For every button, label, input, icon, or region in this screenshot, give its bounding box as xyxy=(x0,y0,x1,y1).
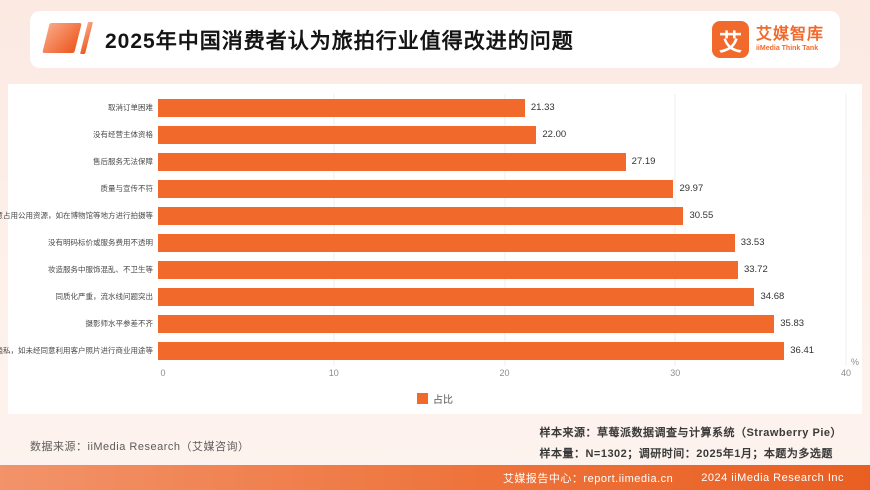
bar-value: 33.53 xyxy=(740,237,765,248)
bar-row: 泄露客户隐私，如未经同意利用客户照片进行商业用途等 36.41 xyxy=(0,337,862,364)
bar-track: 29.97 xyxy=(158,179,846,198)
slash-big-shape xyxy=(42,22,82,53)
bar-row: 同质化严重，流水线问题突出 34.68 xyxy=(8,283,862,310)
x-axis: % 0 10 20 30 40 xyxy=(160,357,859,382)
bar xyxy=(158,287,755,306)
brand-name: 艾媒智库 xyxy=(755,26,824,44)
x-tick: 40 xyxy=(840,368,852,378)
bar-chart: 取消订单困难 21.33 没有经营主体资格 22.00 售后服务无法保障 27.19 质量与… xyxy=(0,84,862,414)
bar-track: 21.33 xyxy=(158,98,846,117)
brand-subtitle: iiMedia Think Tank xyxy=(755,44,819,52)
gridline xyxy=(674,94,676,366)
bar xyxy=(158,260,738,279)
brand-logo-text: 艾媒智库 iiMedia Think Tank xyxy=(756,26,824,52)
page-title: 2025年中国消费者认为旅拍行业值得改进的问题 xyxy=(105,29,574,53)
bar-row: 取消订单困难 21.33 xyxy=(8,94,862,121)
bar-track: 35.83 xyxy=(158,314,846,333)
bar xyxy=(158,98,525,117)
bar-track: 33.53 xyxy=(158,233,846,252)
bar-label: 摄影师水平参差不齐 xyxy=(85,319,154,328)
chart-legend: 占比 xyxy=(8,391,862,406)
bar xyxy=(158,179,674,198)
bar-label: 随意占用公用资源，如在博物馆等地方进行拍摄等 xyxy=(0,211,153,220)
bar-row: 没有明码标价或服务费用不透明 33.53 xyxy=(8,229,862,256)
bar-value: 30.55 xyxy=(689,210,714,221)
bar-value: 22.00 xyxy=(542,129,567,140)
bar-value: 35.83 xyxy=(780,318,805,329)
bar xyxy=(158,152,626,171)
bar-track: 33.72 xyxy=(158,260,846,279)
brand-logo-icon: 艾 xyxy=(711,21,749,58)
gridlines xyxy=(163,94,847,366)
brand-logo: 艾 艾媒智库 iiMedia Think Tank xyxy=(711,21,824,58)
footer-copyright: 2024 iiMedia Research Inc xyxy=(701,471,844,484)
gridline xyxy=(504,94,505,366)
bar-row: 没有经营主体资格 22.00 xyxy=(8,121,862,148)
x-tick: 10 xyxy=(328,368,339,378)
data-source-note: 数据来源：iiMedia Research（艾媒咨询） xyxy=(30,441,250,453)
bar-rows: 取消订单困难 21.33 没有经营主体资格 22.00 售后服务无法保障 27.19 质量与… xyxy=(0,84,862,364)
bar-track: 27.19 xyxy=(158,152,846,171)
sample-source-note: 样本来源：草莓派数据调查与计算系统（Strawberry Pie） xyxy=(539,427,842,439)
bar-label: 质量与宣传不符 xyxy=(100,184,154,193)
bar-track: 30.55 xyxy=(158,206,846,225)
legend-swatch xyxy=(417,393,428,404)
gridline xyxy=(333,94,335,366)
gridline xyxy=(845,94,847,366)
footer-bar: 艾媒报告中心：report.iimedia.cn 2024 iiMedia Re… xyxy=(0,465,870,490)
bar-row: 随意占用公用资源，如在博物馆等地方进行拍摄等 30.55 xyxy=(0,202,862,229)
x-tick: 0 xyxy=(160,368,166,378)
title-slash-icon xyxy=(42,21,93,54)
bar-label: 没有明码标价或服务费用不透明 xyxy=(48,238,153,247)
bar xyxy=(158,341,785,360)
bar-label: 妆造服务中服饰混乱、不卫生等 xyxy=(48,265,153,274)
bar-value: 33.72 xyxy=(743,264,768,275)
bar-label: 没有经营主体资格 xyxy=(93,130,153,139)
bar-row: 售后服务无法保障 27.19 xyxy=(8,148,862,175)
bar-label: 售后服务无法保障 xyxy=(93,157,153,166)
x-axis-unit: % xyxy=(851,357,860,367)
bar xyxy=(158,233,735,252)
bar-row: 质量与宣传不符 29.97 xyxy=(8,175,862,202)
bar-track: 36.41 xyxy=(158,341,846,360)
footer-report-center: 艾媒报告中心：report.iimedia.cn xyxy=(502,472,674,485)
bar-track: 22.00 xyxy=(158,125,846,144)
header-card: 2025年中国消费者认为旅拍行业值得改进的问题 艾 艾媒智库 iiMedia T… xyxy=(30,11,840,68)
bar-value: 34.68 xyxy=(760,291,785,302)
bar-row: 妆造服务中服饰混乱、不卫生等 33.72 xyxy=(8,256,862,283)
bar-label: 同质化严重，流水线问题突出 xyxy=(55,292,154,301)
sample-info-note: 样本量：N=1302；调研时间：2025年1月；本题为多选题 xyxy=(539,448,833,460)
bar xyxy=(158,314,775,333)
bar xyxy=(158,206,684,225)
bar-track: 34.68 xyxy=(158,287,846,306)
legend-label: 占比 xyxy=(433,395,453,406)
bar-value: 29.97 xyxy=(679,183,704,194)
bar-value: 21.33 xyxy=(530,102,555,113)
x-tick: 30 xyxy=(670,368,681,378)
bar-value: 36.41 xyxy=(790,345,815,356)
bar-label: 泄露客户隐私，如未经同意利用客户照片进行商业用途等 xyxy=(0,346,153,355)
bar-label: 取消订单困难 xyxy=(108,103,153,112)
bar-row: 摄影师水平参差不齐 35.83 xyxy=(8,310,862,337)
slash-thin-shape xyxy=(80,21,93,54)
bar xyxy=(158,125,537,144)
sample-notes: 样本来源：草莓派数据调查与计算系统（Strawberry Pie） 样本量：N=… xyxy=(539,423,842,465)
bar-value: 27.19 xyxy=(631,156,656,167)
x-tick: 20 xyxy=(499,368,510,378)
